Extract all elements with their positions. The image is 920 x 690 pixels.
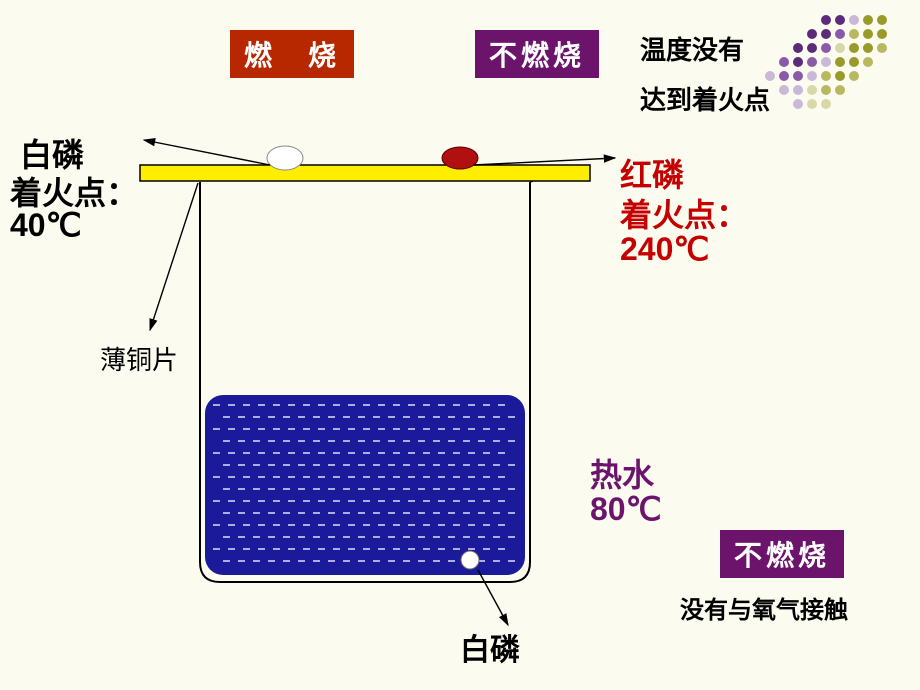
label-noburn-top: 不燃烧 [475,30,599,78]
text-red-p-3: 240℃ [620,230,709,268]
text-white-p-3: 40℃ [10,206,82,244]
label-burn: 燃 烧 [230,30,354,78]
text-temp-note-1: 温度没有 [640,30,744,67]
text-hotwater-2: 80℃ [590,490,662,528]
text-temp-note-2: 达到着火点 [640,80,770,117]
label-noburn-bottom: 不燃烧 [720,530,844,578]
text-no-oxygen: 没有与氧气接触 [680,590,848,625]
text-copper-sheet: 薄铜片 [100,340,178,377]
text-white-p-bottom: 白磷 [460,625,520,669]
